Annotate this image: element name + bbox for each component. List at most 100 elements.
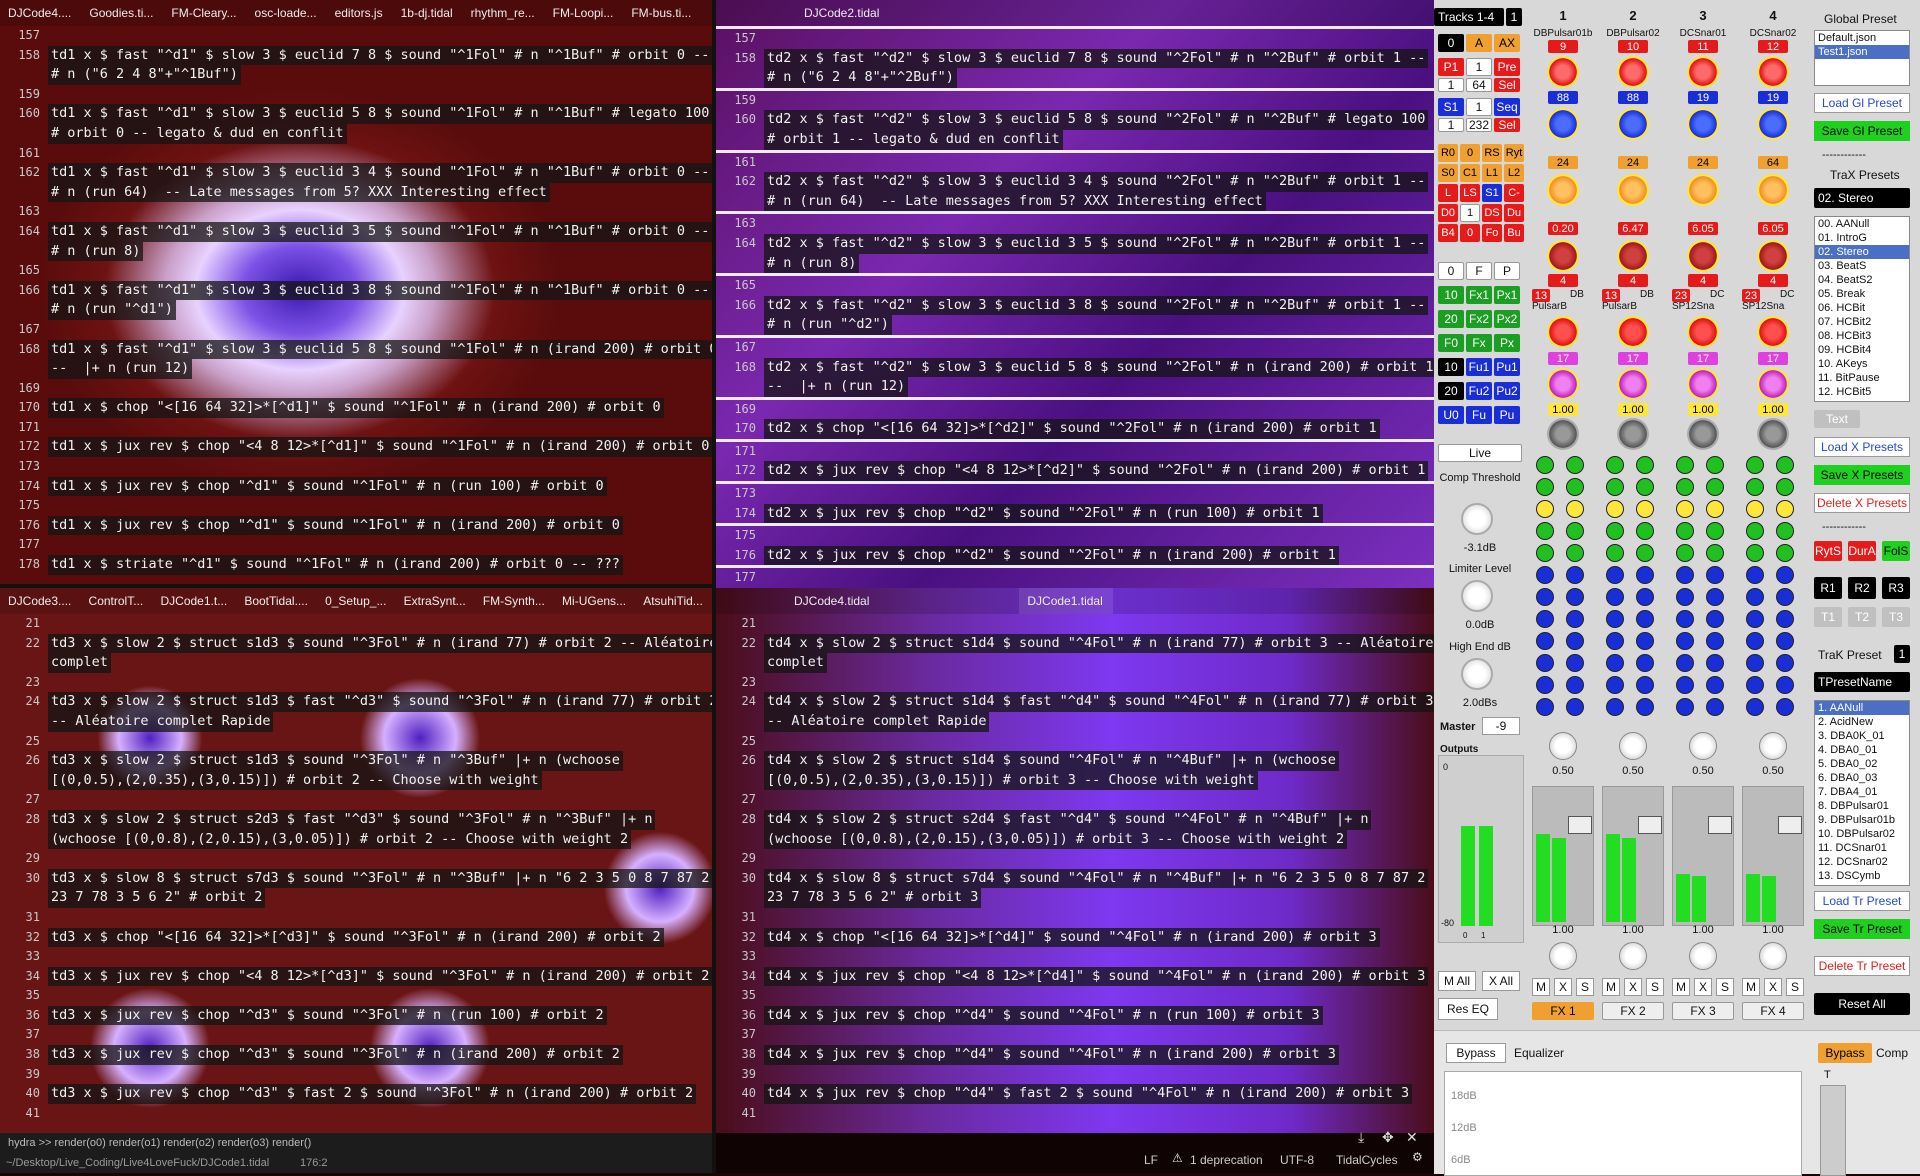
channel-value[interactable]: 4 <box>1618 274 1648 287</box>
code-text[interactable]: # orbit 0 -- legato & dud en conflit <box>48 123 347 144</box>
channel-m-button[interactable]: M <box>1742 978 1760 996</box>
move-icon[interactable]: ✥ <box>1382 1129 1394 1145</box>
channel-dark-red-knob[interactable] <box>1687 240 1719 272</box>
code-line[interactable]: 28 td4 x $ slow 2 $ struct s2d4 $ fast "^… <box>716 809 1434 830</box>
gain-knob[interactable] <box>1689 942 1717 970</box>
channel-blue-knob[interactable] <box>1547 108 1579 140</box>
channel-value[interactable]: 4 <box>1548 274 1578 287</box>
code-text[interactable]: td1 x $ fast "^d1" $ slow 3 $ euclid 3 8… <box>48 280 712 301</box>
mini-knob[interactable] <box>1566 478 1584 496</box>
mini-knob[interactable] <box>1536 500 1554 518</box>
mini-knob[interactable] <box>1746 522 1764 540</box>
preset-list-item[interactable]: 9. DBPulsar01b <box>1818 814 1896 826</box>
code-line[interactable]: 163 <box>0 202 712 222</box>
code-line[interactable]: 36 td4 x $ jux rev $ chop "^d4" $ sound "… <box>716 1005 1434 1026</box>
code-line[interactable]: 165 <box>716 273 1434 296</box>
code-line[interactable]: 168 td1 x $ fast "^d1" $ slow 3 $ euclid … <box>0 339 712 360</box>
gain-knob[interactable] <box>1619 942 1647 970</box>
code-text[interactable]: td4 x $ jux rev $ chop "^d4" $ sound "^4… <box>764 1005 1323 1026</box>
tab[interactable]: 1b-dj.tidal <box>400 6 453 20</box>
code-text[interactable]: td4 x $ slow 2 $ struct s1d4 $ sound "^4… <box>764 633 1434 654</box>
code-line[interactable]: -- |+ n (run 12) <box>0 359 712 379</box>
code-text[interactable]: td1 x $ jux rev $ chop "^d1" $ sound "^1… <box>48 476 607 497</box>
code-text[interactable]: td2 x $ fast "^d2" $ slow 3 $ euclid 5 8… <box>764 357 1434 378</box>
code-line[interactable]: 34 td3 x $ jux rev $ chop "<4 8 12>*[^d3]… <box>0 966 712 987</box>
channel-s-button[interactable]: S <box>1576 978 1594 996</box>
channel-value[interactable]: 17 <box>1688 352 1718 365</box>
tab[interactable]: ControlT... <box>88 594 144 608</box>
code-text[interactable]: td3 x $ jux rev $ chop "^d3" $ sound "^3… <box>48 1045 623 1065</box>
code-text[interactable]: td1 x $ fast "^d1" $ slow 3 $ euclid 3 5… <box>48 221 712 242</box>
code-line[interactable]: 170 td2 x $ chop "<[16 64 32]>*[^d2]" $ s… <box>716 419 1434 439</box>
code-text[interactable]: td3 x $ jux rev $ chop "<4 8 12>*[^d3]" … <box>48 966 712 987</box>
code-text[interactable]: td4 x $ jux rev $ chop "<4 8 12>*[^d4]" … <box>764 966 1429 987</box>
code-line[interactable]: 174 td2 x $ jux rev $ chop "^d2" $ sound … <box>716 503 1434 524</box>
mini-knob[interactable] <box>1606 588 1624 606</box>
channel-gray-knob[interactable] <box>1617 418 1649 450</box>
code-line[interactable]: 178 td1 x $ striate "^d1" $ sound "^1Fol"… <box>0 555 712 575</box>
code-line[interactable]: # n ("6 2 4 8"+"^2Buf") <box>716 68 1434 88</box>
code-text[interactable]: (wchoose [(0,0.8),(2,0.15),(3,0.05)]) # … <box>48 829 632 850</box>
preset-list-item[interactable]: 02. Stereo <box>1815 245 1909 259</box>
mini-knob[interactable] <box>1566 544 1584 562</box>
channel-red-knob[interactable] <box>1547 316 1579 348</box>
channel-magenta-knob[interactable] <box>1687 368 1719 400</box>
mini-knob[interactable] <box>1606 676 1624 694</box>
load-x-presets-button[interactable]: Load X Presets <box>1814 437 1910 457</box>
dura-button[interactable]: DurA <box>1848 541 1876 561</box>
fx-button[interactable]: FX 1 <box>1532 1002 1594 1020</box>
mini-knob[interactable] <box>1566 522 1584 540</box>
code-line[interactable]: 172 td1 x $ jux rev $ chop "<4 8 12>*[^d1… <box>0 437 712 458</box>
fx-button[interactable]: FX 2 <box>1602 1002 1664 1020</box>
channel-orange-value[interactable]: 24 <box>1618 156 1648 169</box>
channel-red-knob[interactable] <box>1617 56 1649 88</box>
code-line[interactable]: 39 <box>0 1065 712 1085</box>
fx-button[interactable]: FX 4 <box>1742 1002 1804 1020</box>
code-text[interactable]: [(0,0.5),(2,0.35),(3,0.15)]) # orbit 3 -… <box>764 770 1258 791</box>
editor-pane-bottom-right[interactable]: DJCode4.tidal DJCode1.tidal 21 22 td4 x $ s… <box>716 588 1434 1133</box>
code-line[interactable]: 162 td2 x $ fast "^d2" $ slow 3 $ euclid … <box>716 172 1434 192</box>
channel-value[interactable]: 17 <box>1758 352 1788 365</box>
mini-knob[interactable] <box>1776 522 1794 540</box>
mini-knob[interactable] <box>1706 566 1724 584</box>
tab[interactable]: ExtraSynt... <box>403 594 466 608</box>
code-text[interactable]: 23 7 78 3 5 6 2" # orbit 3 <box>764 888 982 908</box>
channel-code[interactable]: 23 <box>1672 289 1690 302</box>
code-line[interactable]: 33 <box>0 947 712 967</box>
fols-button[interactable]: FolS <box>1882 541 1910 561</box>
code-line[interactable]: 167 <box>0 320 712 340</box>
mini-knob[interactable] <box>1776 610 1794 628</box>
code-line[interactable]: (wchoose [(0,0.8),(2,0.15),(3,0.05)]) # … <box>0 829 712 850</box>
track-control-button[interactable]: U0 <box>1438 406 1464 424</box>
code-line[interactable]: 27 <box>0 790 712 810</box>
channel-orange-knob[interactable] <box>1757 174 1789 206</box>
mini-knob[interactable] <box>1566 632 1584 650</box>
code-text[interactable]: td1 x $ fast "^d1" $ slow 3 $ euclid 3 4… <box>48 163 712 183</box>
mini-knob[interactable] <box>1566 566 1584 584</box>
channel-magenta-knob[interactable] <box>1617 368 1649 400</box>
track-control-button[interactable]: Fx1 <box>1466 286 1492 304</box>
channel-gray-knob[interactable] <box>1547 418 1579 450</box>
track-control-button[interactable]: Du <box>1504 204 1524 222</box>
code-text[interactable]: td4 x $ jux rev $ chop "^d4" $ fast 2 $ … <box>764 1084 1413 1104</box>
channel-magenta-knob[interactable] <box>1757 368 1789 400</box>
code-line[interactable]: # orbit 1 -- legato & dud en conflit <box>716 129 1434 150</box>
code-text[interactable]: td1 x $ jux rev $ chop "^d1" $ sound "^1… <box>48 515 623 536</box>
mini-knob[interactable] <box>1676 478 1694 496</box>
mini-knob[interactable] <box>1536 478 1554 496</box>
channel-value[interactable]: 17 <box>1548 352 1578 365</box>
ryts-button[interactable]: RytS <box>1814 541 1842 561</box>
x-all-button[interactable]: X All <box>1482 971 1520 991</box>
channel-x-button[interactable]: X <box>1624 978 1642 996</box>
preset-list-item[interactable]: 04. BeatS2 <box>1818 274 1873 286</box>
code-line[interactable]: # n (run 64) -- Late messages from 5? XX… <box>0 182 712 203</box>
code-line[interactable]: 170 td1 x $ chop "<[16 64 32]>*[^d1]" $ s… <box>0 398 712 418</box>
mini-knob[interactable] <box>1706 478 1724 496</box>
gear-icon[interactable]: ⚙ <box>1412 1150 1423 1164</box>
code-text[interactable]: -- |+ n (run 12) <box>48 359 193 379</box>
editor-pane-top-right[interactable]: DJCode2.tidal 157 158 td2 x $ fast "^d2" $… <box>716 0 1434 588</box>
mini-knob[interactable] <box>1776 588 1794 606</box>
code-text[interactable]: # n (run "^d2") <box>764 315 892 335</box>
mini-knob[interactable] <box>1776 456 1794 474</box>
channel-blue-value[interactable]: 88 <box>1618 91 1648 104</box>
